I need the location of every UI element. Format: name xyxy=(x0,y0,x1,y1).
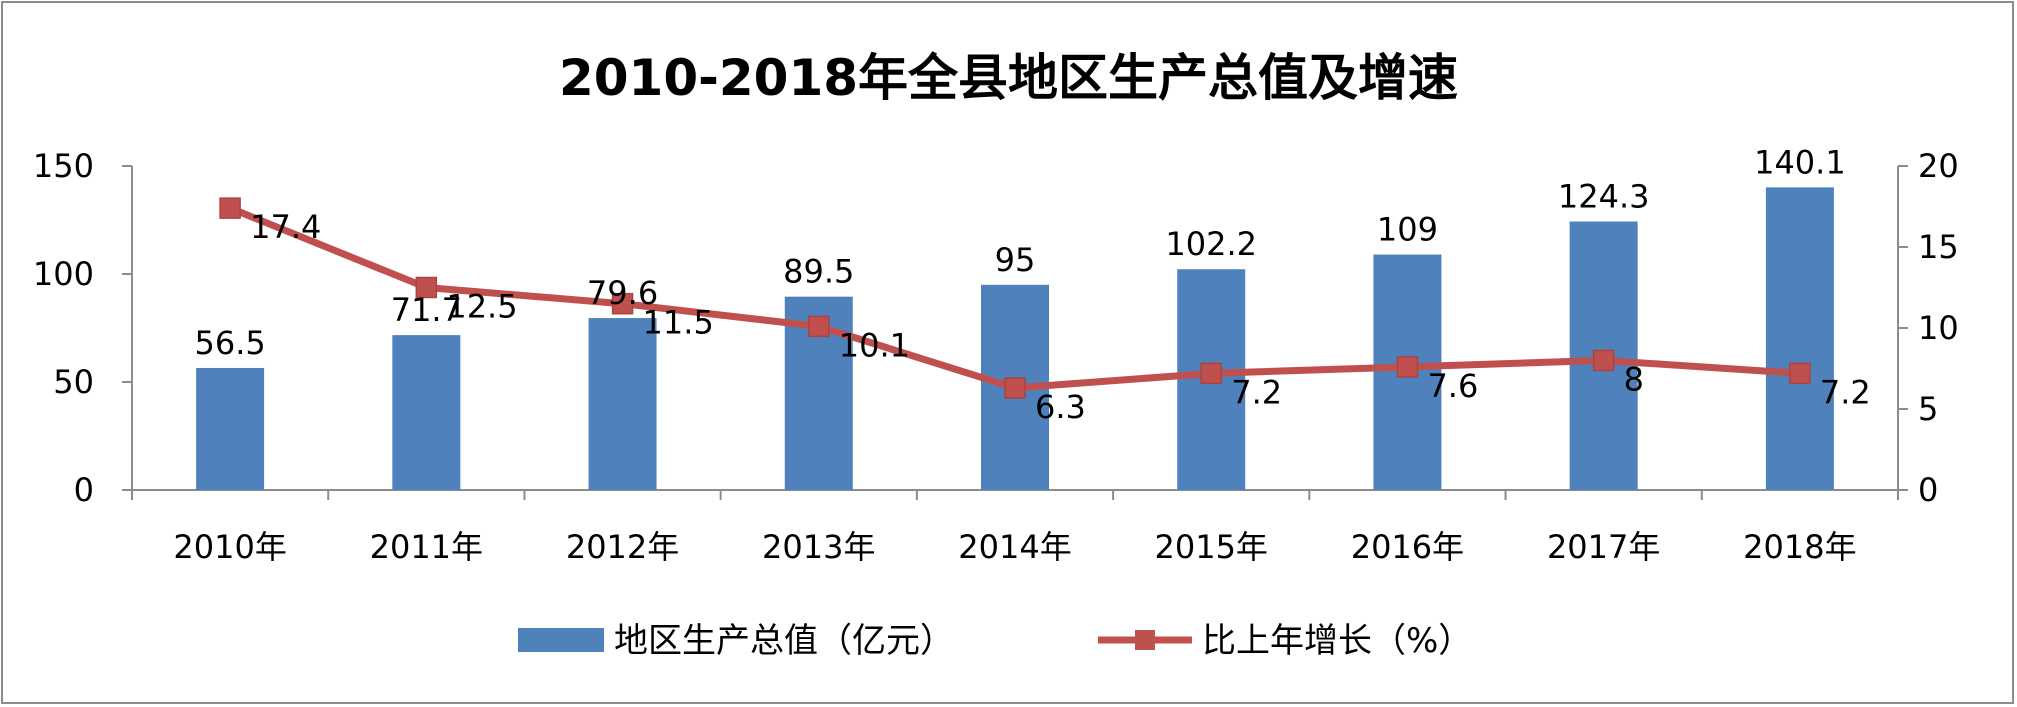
y-left-tick-label: 50 xyxy=(53,363,94,401)
line-marker xyxy=(1004,377,1026,399)
bar-value-label: 95 xyxy=(995,241,1036,279)
bar-value-label: 56.5 xyxy=(194,324,265,362)
line-marker xyxy=(1396,356,1419,378)
bar-value-label: 79.6 xyxy=(587,274,658,312)
line-value-label: 11.5 xyxy=(643,304,714,342)
line-series xyxy=(219,197,1811,399)
legend-bar-swatch xyxy=(518,628,604,652)
bar xyxy=(588,318,657,490)
x-tick-label: 2015年 xyxy=(1154,528,1267,566)
line-value-label: 17.4 xyxy=(250,208,321,246)
x-tick-label: 2013年 xyxy=(762,528,875,566)
y-right-tick-label: 5 xyxy=(1918,390,1938,428)
bar xyxy=(392,335,461,490)
bar-value-label: 102.2 xyxy=(1165,225,1257,263)
y-left-tick-label: 100 xyxy=(33,255,94,293)
data-labels: 56.5 71.7 79.6 89.5 95 102.2 109 124.3 140.1 17.4… xyxy=(194,143,1870,426)
y-left-tick-label: 150 xyxy=(33,147,94,185)
bar-series xyxy=(196,187,1834,490)
x-tick-label: 2012年 xyxy=(566,528,679,566)
line-value-label: 8 xyxy=(1624,360,1644,398)
legend-line-marker xyxy=(1135,630,1155,650)
legend: 地区生产总值（亿元） 比上年增长（%） xyxy=(518,621,1472,661)
line-value-label: 7.2 xyxy=(1820,373,1871,411)
bar-value-label: 89.5 xyxy=(783,253,854,291)
x-tick-label: 2014年 xyxy=(958,528,1071,566)
line-marker xyxy=(808,315,830,338)
line-marker xyxy=(415,276,438,299)
line-marker xyxy=(219,197,241,219)
chart-title: 2010-2018年全县地区生产总值及增速 xyxy=(558,49,1459,107)
line-value-label: 7.2 xyxy=(1231,373,1282,411)
legend-line-label: 比上年增长（%） xyxy=(1202,621,1472,661)
y-right-tick-label: 20 xyxy=(1918,147,1959,185)
y-right-tick-label: 15 xyxy=(1918,228,1959,266)
line-value-label: 7.6 xyxy=(1427,367,1478,405)
bar-value-label: 124.3 xyxy=(1558,178,1650,216)
y-right-tick-label: 10 xyxy=(1918,309,1959,347)
bar-value-label: 109 xyxy=(1377,211,1438,249)
y-right-tick-label: 0 xyxy=(1918,471,1938,509)
bar xyxy=(196,367,265,490)
x-tick-label: 2017年 xyxy=(1547,528,1660,566)
bar-value-label: 140.1 xyxy=(1754,143,1846,181)
line-marker xyxy=(1200,362,1222,385)
x-tick-label: 2016年 xyxy=(1351,528,1464,566)
line-marker xyxy=(1592,349,1615,372)
x-tick-label: 2010年 xyxy=(173,528,286,566)
legend-bar-label: 地区生产总值（亿元） xyxy=(614,621,954,661)
bar-value-label: 71.7 xyxy=(391,291,462,329)
line-value-label: 6.3 xyxy=(1035,388,1086,426)
line-marker xyxy=(1789,362,1811,385)
line-value-label: 10.1 xyxy=(839,326,910,364)
bar xyxy=(1765,187,1834,490)
x-tick-label: 2018年 xyxy=(1743,528,1856,566)
line-marker xyxy=(611,292,634,315)
x-tick-label: 2011年 xyxy=(370,528,483,566)
line-value-label: 12.5 xyxy=(446,288,517,326)
y-left-tick-label: 0 xyxy=(74,471,94,509)
